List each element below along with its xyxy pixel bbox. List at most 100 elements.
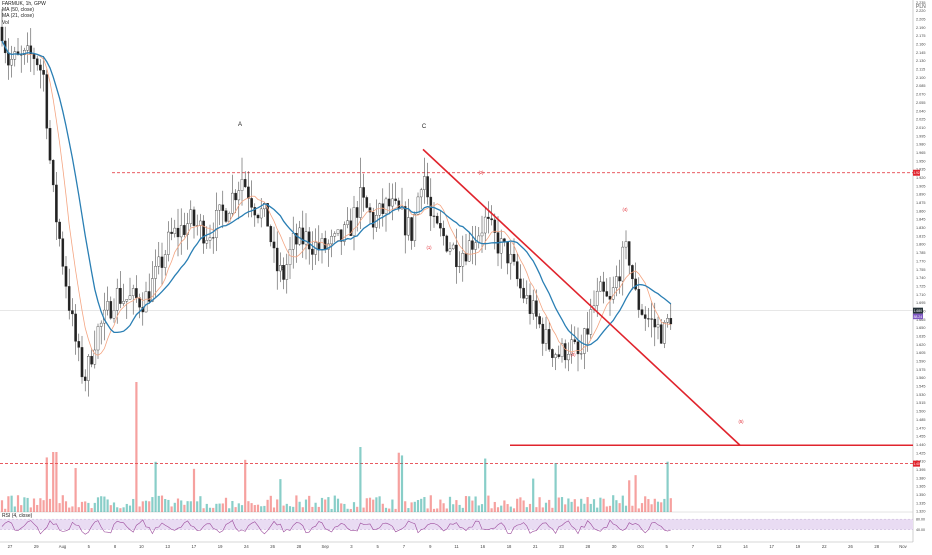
volume-bar (448, 496, 452, 512)
volume-bar (282, 505, 285, 512)
candle-body (445, 235, 449, 252)
candle-body (336, 229, 340, 234)
candle-body (208, 237, 212, 241)
volume-bar (26, 497, 29, 512)
volume-bar (231, 500, 234, 512)
x-tick-label: 3 (350, 544, 353, 549)
x-tick-label: 28 (585, 544, 590, 549)
volume-bar (93, 502, 96, 512)
volume-bar (308, 495, 311, 512)
last-price-label: 1.680 (914, 309, 923, 313)
candle-body (579, 353, 583, 355)
candle-body (80, 347, 84, 378)
volume-bar (484, 458, 487, 512)
x-tick-label: 12 (717, 544, 722, 549)
x-tick-label: 26 (270, 544, 275, 549)
candle-body (279, 265, 282, 272)
candle-body (570, 339, 573, 355)
candle-body (250, 198, 253, 208)
y-tick-label: 1.425 (916, 451, 926, 455)
candle-body (269, 226, 273, 243)
candle-body (499, 238, 503, 254)
support-level-label: 1.405 (914, 462, 922, 466)
candle-body (173, 227, 177, 234)
candle-body (519, 278, 522, 289)
candle-body (179, 225, 183, 238)
volume-bar (90, 508, 93, 512)
volume-bar (372, 499, 375, 512)
volume-bar (64, 501, 68, 512)
y-tick-label: 2.025 (916, 118, 926, 122)
legend-rsi: RSI (4, close) (2, 513, 33, 519)
volume-bar (80, 501, 84, 512)
rsi-band (0, 519, 913, 530)
candle-body (106, 301, 109, 311)
volume-bar (320, 497, 324, 512)
legend-ma-fast: MA (21, close) (2, 13, 34, 20)
y-tick-label: 1.320 (916, 510, 926, 514)
candle-body (74, 313, 77, 342)
volume-bar (580, 498, 583, 512)
candle-body (442, 227, 445, 237)
volume-bar (71, 506, 74, 512)
candle-body (224, 210, 228, 222)
y-tick-label: 1.440 (916, 443, 926, 447)
volume-bar (356, 506, 359, 512)
candle-body (7, 52, 10, 66)
volume-bar (455, 500, 458, 512)
y-tick-label: 1.890 (916, 193, 926, 197)
candle-body (512, 253, 516, 262)
candle-body (266, 203, 269, 227)
y-tick-label: 1.935 (916, 168, 926, 172)
volume-bar (192, 468, 196, 512)
volume-bar (560, 497, 564, 512)
x-tick-label: 24 (244, 544, 249, 549)
volume-bar (452, 504, 455, 512)
volume-bar (301, 507, 304, 512)
candle-body (67, 286, 71, 311)
x-tick-label: 26 (848, 544, 853, 549)
candle-body (602, 281, 605, 292)
volume-bar (461, 507, 464, 512)
x-tick-label: 23 (559, 544, 564, 549)
chart-legend: FARMUK, 1h, GPW MA (50, close) MA (21, c… (2, 1, 46, 26)
volume-bar (167, 499, 170, 512)
volume-bar (516, 498, 519, 512)
wave-label: A (238, 122, 242, 128)
x-tick-label: 16 (480, 544, 485, 549)
volume-bar (663, 498, 666, 512)
volume-bar (640, 503, 644, 512)
volume-bar (84, 501, 87, 512)
volume-bar (253, 505, 256, 512)
x-tick-label: 19 (796, 544, 801, 549)
y-tick-label: 1.785 (916, 251, 926, 255)
volume-bar (16, 495, 20, 512)
volume-bar (199, 496, 202, 512)
volume-bar (381, 503, 384, 512)
legend-symbol: FARMUK, 1h, GPW (2, 1, 46, 7)
candle-body (637, 289, 641, 310)
x-tick-label: Oct (637, 544, 644, 549)
x-tick-label: 5 (665, 544, 668, 549)
candle-body (39, 64, 42, 71)
volume-bar (292, 506, 295, 512)
volume-bar (0, 500, 4, 512)
volume-bar (535, 507, 538, 512)
candle-body (32, 54, 36, 59)
y-tick-label: 1.515 (916, 401, 926, 405)
volume-bar (205, 503, 208, 512)
candle-body (605, 291, 609, 297)
y-tick-label: 2.160 (916, 43, 926, 47)
volume-bar (637, 508, 640, 512)
candle-body (96, 326, 100, 351)
candle-body (131, 288, 135, 296)
candle-body (567, 353, 570, 361)
x-tick-label: 13 (165, 544, 170, 549)
x-tick-label: 22 (822, 544, 827, 549)
candle-body (480, 232, 484, 237)
volume-bar (218, 503, 221, 512)
volume-bar (599, 497, 602, 512)
y-tick-label: 1.710 (916, 293, 926, 297)
candle-body (109, 301, 113, 319)
candle-body (490, 218, 493, 221)
